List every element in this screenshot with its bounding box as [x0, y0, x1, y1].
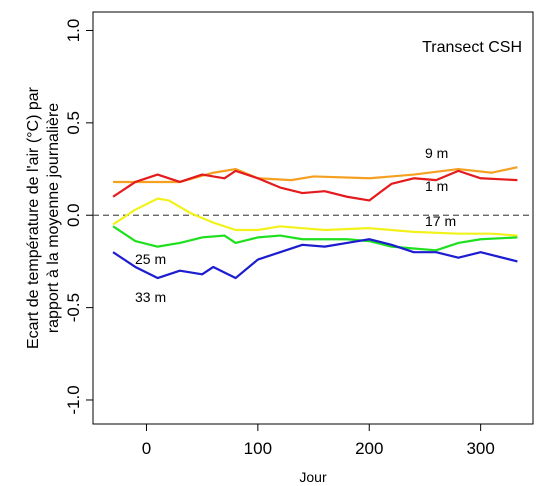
x-tick-label: 300 — [466, 439, 494, 458]
series-line — [112, 169, 518, 202]
y-axis-label: Ecart de température de l'air (°C) par — [25, 86, 42, 349]
series-label: 25 m — [135, 251, 166, 267]
series-line — [112, 238, 518, 280]
series-line — [112, 197, 518, 237]
series-label: 1 m — [425, 178, 448, 194]
plot-frame — [92, 11, 534, 425]
y-tick-label: 1.0 — [64, 19, 83, 43]
y-tick-label: 0.0 — [64, 203, 83, 227]
series-label: 17 m — [425, 213, 456, 229]
series-label: 9 m — [425, 145, 448, 161]
x-tick-label: 100 — [244, 439, 272, 458]
x-tick-label: 200 — [355, 439, 383, 458]
series-label: 33 m — [135, 289, 166, 305]
y-axis-label: rapport à la moyenne journalière — [45, 103, 62, 333]
y-tick-label: 0.5 — [64, 111, 83, 135]
x-axis-label: Jour — [299, 469, 327, 485]
annotation: Transect CSH — [422, 39, 522, 56]
y-tick-label: -1.0 — [64, 385, 83, 414]
x-tick-label: 0 — [142, 439, 151, 458]
y-tick-label: -0.5 — [64, 293, 83, 322]
series-line — [112, 225, 518, 252]
